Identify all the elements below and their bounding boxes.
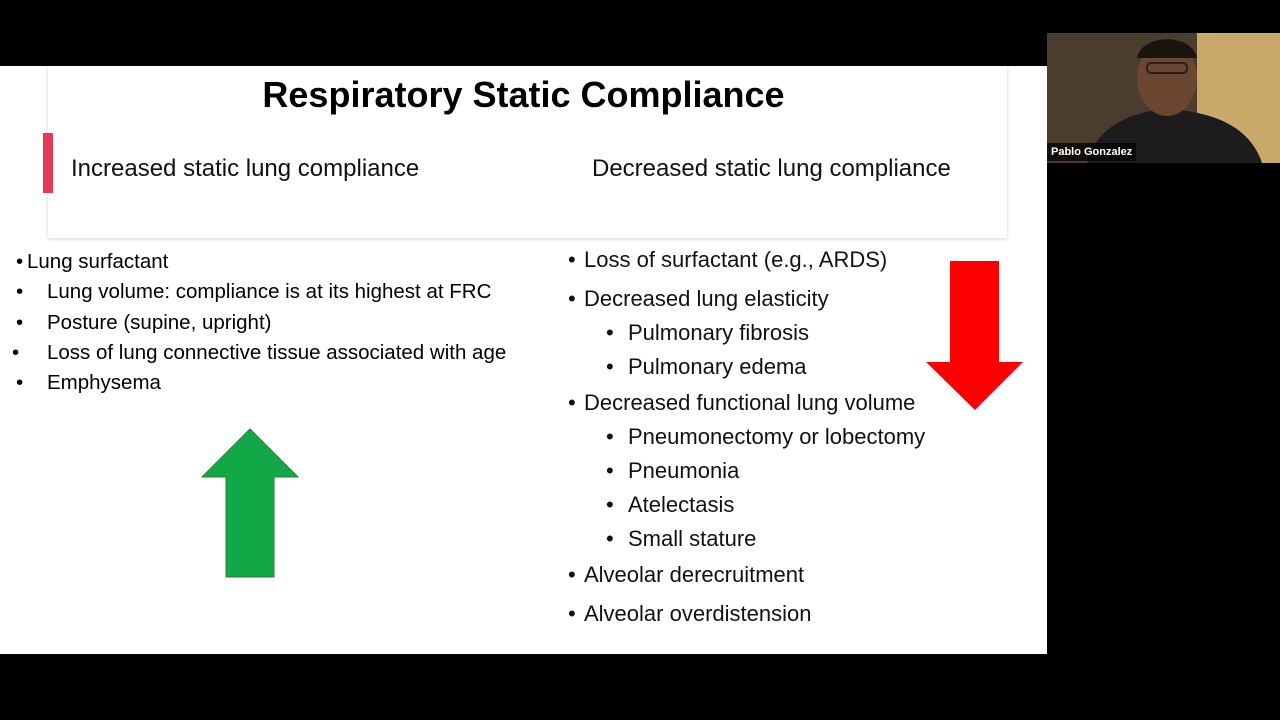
sub-bullet-item: Atelectasis xyxy=(568,488,988,522)
right-list: Loss of surfactant (e.g., ARDS) Decreased… xyxy=(568,246,988,639)
video-feed xyxy=(1047,33,1280,163)
up-arrow xyxy=(200,428,300,578)
item-text: Alveolar derecruitment xyxy=(584,562,805,587)
left-bullet-item: • Emphysema xyxy=(8,368,538,398)
sub-list: Pulmonary fibrosisPulmonary edema xyxy=(584,316,988,384)
left-list: • Lung surfactant • Lung volume: compliance… xyxy=(8,247,538,398)
bullet: • xyxy=(12,340,20,364)
hair xyxy=(1137,39,1197,58)
bullet: • xyxy=(16,371,24,395)
item-text: Loss of lung connective tissue associate… xyxy=(47,340,507,364)
right-bullet-item: Alveolar overdistension xyxy=(568,600,988,628)
sub-bullet-item: Pulmonary fibrosis xyxy=(568,316,988,350)
sub-bullet-item: Pneumonia xyxy=(568,454,988,488)
video-tile xyxy=(1047,33,1280,163)
item-text: Lung volume: compliance is at its highes… xyxy=(47,280,492,304)
down-arrow xyxy=(926,261,1023,410)
sub-bullet-item: Pneumonectomy or lobectomy xyxy=(568,420,988,454)
slide: Respiratory Static Compliance Increased … xyxy=(0,66,1047,654)
sub-bullet-item: Small stature xyxy=(568,522,988,556)
item-text: Posture (supine, upright) xyxy=(47,310,272,334)
sub-bullet-item: Pulmonary edema xyxy=(568,350,988,384)
item-text: Emphysema xyxy=(47,371,161,395)
bullet: • xyxy=(16,310,24,334)
heading-box xyxy=(48,66,1007,238)
left-bullet-item: • Loss of lung connective tissue associat… xyxy=(8,338,538,368)
glasses xyxy=(1146,62,1188,74)
left-bullet-item: • Posture (supine, upright) xyxy=(8,308,538,338)
item-text: Decreased lung elasticity xyxy=(584,286,829,311)
right-bullet-item: Loss of surfactant (e.g., ARDS) xyxy=(568,246,988,274)
bullet: • xyxy=(16,280,24,304)
arrows xyxy=(200,261,1023,578)
item-text: Alveolar overdistension xyxy=(584,601,812,626)
right-heading: Decreased static lung compliance xyxy=(592,155,951,182)
right-bullet-item: Decreased functional lung volume Pneumone… xyxy=(568,389,988,556)
head xyxy=(1137,40,1197,116)
sub-list: Pneumonectomy or lobectomyPneumoniaAtele… xyxy=(584,420,988,556)
item-text: Lung surfactant xyxy=(27,250,169,273)
bullet: • xyxy=(16,250,24,273)
right-bullet-item: Alveolar derecruitment xyxy=(568,561,988,589)
item-text: Decreased functional lung volume xyxy=(584,390,916,415)
left-heading: Increased static lung compliance xyxy=(71,155,420,182)
slide-title: Respiratory Static Compliance xyxy=(262,74,785,115)
participant-name: Pablo Gonzalez xyxy=(1047,143,1137,161)
right-bullet-item: Decreased lung elasticity Pulmonary fibro… xyxy=(568,285,988,384)
accent-bar xyxy=(43,133,53,193)
item-text: Loss of surfactant (e.g., ARDS) xyxy=(584,247,888,272)
left-bullet-item: • Lung volume: compliance is at its highe… xyxy=(8,277,538,307)
left-bullet-item: • Lung surfactant xyxy=(8,247,538,277)
